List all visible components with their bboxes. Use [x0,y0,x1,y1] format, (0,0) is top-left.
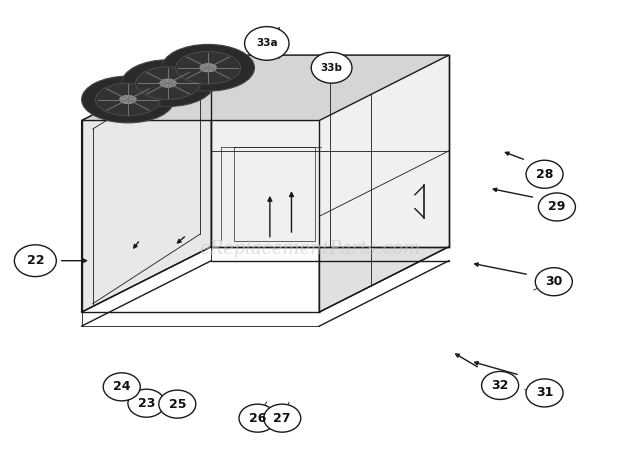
Circle shape [311,52,352,83]
Text: 28: 28 [536,168,553,181]
Circle shape [535,268,572,296]
Text: 29: 29 [548,201,565,213]
Circle shape [14,245,56,276]
Text: 24: 24 [113,380,130,393]
Text: 33b: 33b [321,63,343,73]
Polygon shape [211,55,449,247]
Text: 25: 25 [169,398,186,411]
Polygon shape [82,55,211,312]
Text: 32: 32 [492,379,509,392]
Ellipse shape [95,83,161,116]
Circle shape [104,373,140,401]
Ellipse shape [82,76,174,123]
Text: 22: 22 [27,254,44,267]
Ellipse shape [122,60,215,107]
Ellipse shape [160,79,176,87]
Circle shape [526,160,563,188]
Circle shape [538,193,575,221]
Circle shape [128,389,165,417]
Text: 26: 26 [249,412,266,425]
Ellipse shape [120,95,136,104]
Circle shape [244,27,289,60]
Circle shape [526,379,563,407]
Circle shape [159,390,196,418]
Text: 27: 27 [273,412,291,425]
Polygon shape [82,55,449,120]
Ellipse shape [175,51,241,84]
Text: 30: 30 [545,275,562,288]
Circle shape [264,404,301,432]
Ellipse shape [200,63,216,72]
Circle shape [239,404,276,432]
Text: 31: 31 [536,386,553,400]
Ellipse shape [162,44,254,91]
Text: eReplacementParts.com: eReplacementParts.com [200,240,420,258]
Text: 23: 23 [138,397,155,410]
Polygon shape [319,55,449,312]
Circle shape [482,371,518,400]
Ellipse shape [136,67,200,100]
Text: 33a: 33a [256,39,278,48]
